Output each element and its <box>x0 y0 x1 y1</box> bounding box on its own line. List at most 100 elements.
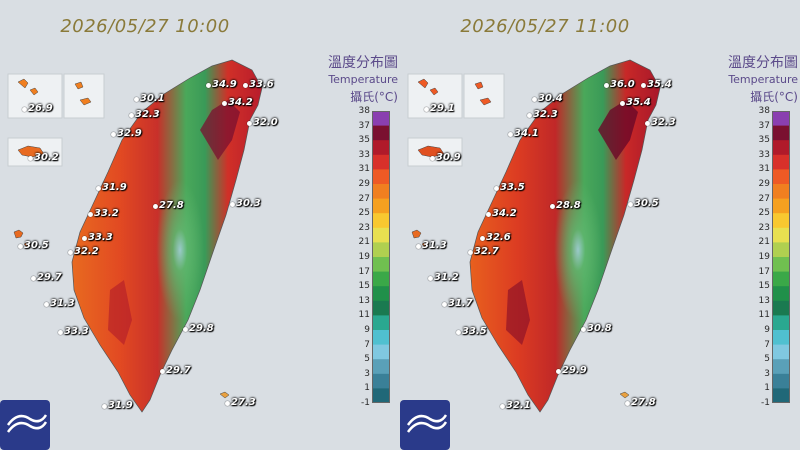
station-dot <box>18 244 23 249</box>
station-temperature-label: 35.4 <box>647 79 672 90</box>
color-bar-segment <box>372 271 390 287</box>
legend-title: 溫度分布圖 Temperature 攝氏(°C) <box>328 52 398 105</box>
color-bar-segment <box>372 154 390 170</box>
color-bar-tick-label: 23 <box>758 222 770 233</box>
color-bar-tick-label: 7 <box>364 339 370 350</box>
station-dot <box>111 132 116 137</box>
color-bar-tick-label: 38 <box>758 106 770 116</box>
color-bar-tick-label: 1 <box>764 383 770 394</box>
color-bar-segment <box>772 344 790 360</box>
color-bar-tick-label: 35 <box>358 135 370 146</box>
color-bar-segment <box>372 388 390 403</box>
color-bar-tick-label: 35 <box>758 135 770 146</box>
station-temperature-label: 26.9 <box>28 103 53 114</box>
color-bar-tick-label: -1 <box>761 398 770 408</box>
station-temperature-label: 27.3 <box>231 397 256 408</box>
station-dot <box>424 107 429 112</box>
station-temperature-label: 33.5 <box>462 326 487 337</box>
station-dot <box>31 276 36 281</box>
station-dot <box>225 401 230 406</box>
color-bar-segment <box>372 257 390 273</box>
station-dot <box>44 302 49 307</box>
inset-matsu <box>407 73 463 119</box>
station-temperature-label: 31.3 <box>422 240 447 251</box>
station-temperature-label: 31.9 <box>108 400 133 411</box>
inset-matsu-east <box>463 73 505 119</box>
station-dot <box>428 276 433 281</box>
station-temperature-label: 30.5 <box>24 240 49 251</box>
color-bar-segment <box>372 184 390 200</box>
color-bar-tick-label: 5 <box>764 354 770 365</box>
color-bar-tick-label: 17 <box>758 266 770 277</box>
station-dot <box>620 101 625 106</box>
color-bar-tick-label: 1 <box>364 383 370 394</box>
station-dot <box>527 113 532 118</box>
color-bar-segment <box>372 286 390 302</box>
station-temperature-label: 34.1 <box>514 128 539 139</box>
legend-unit: 攝氏(°C) <box>750 90 798 104</box>
color-bar-tick-label: 31 <box>758 164 770 175</box>
color-bar-segment <box>372 125 390 141</box>
station-dot <box>556 369 561 374</box>
color-bar-tick-label: 15 <box>758 281 770 292</box>
station-temperature-label: 33.6 <box>249 79 274 90</box>
station-dot <box>129 113 134 118</box>
color-bar-tick-label: 17 <box>358 266 370 277</box>
map-background <box>400 0 800 450</box>
color-bar-ticks: 38 37 35 33 31 29 27 25 23 21 19 17 15 13 11 9 7 5 3 1 -1 <box>740 106 770 408</box>
map-timestamp: 2026/05/27 11:00 <box>460 16 630 37</box>
station-dot <box>480 236 485 241</box>
color-bar-segment <box>372 373 390 389</box>
station-temperature-label: 32.6 <box>486 232 511 243</box>
color-bar-segment <box>372 140 390 156</box>
station-dot <box>68 250 73 255</box>
color-bar-tick-label: 27 <box>758 193 770 204</box>
station-temperature-label: 30.2 <box>34 152 59 163</box>
color-bar-segment <box>372 300 390 316</box>
color-bar-segment <box>772 300 790 316</box>
inset-matsu-east <box>63 73 105 119</box>
color-bar-tick-label: 15 <box>358 281 370 292</box>
color-bar-tick-label: 19 <box>358 252 370 262</box>
station-temperature-label: 33.2 <box>94 208 119 219</box>
color-bar <box>372 111 390 403</box>
station-temperature-label: 30.5 <box>634 198 659 209</box>
station-dot <box>230 202 235 207</box>
legend-unit: 攝氏(°C) <box>350 90 398 104</box>
station-temperature-label: 31.9 <box>102 182 127 193</box>
color-bar <box>772 111 790 403</box>
color-bar-tick-label: 3 <box>364 368 370 379</box>
station-temperature-label: 29.7 <box>166 365 191 376</box>
color-bar-tick-label: 11 <box>758 310 770 321</box>
color-bar-segment <box>372 315 390 331</box>
station-temperature-label: 32.3 <box>651 117 676 128</box>
station-dot <box>102 404 107 409</box>
station-dot <box>430 156 435 161</box>
color-bar-tick-label: 25 <box>358 208 370 219</box>
color-bar-tick-label: 23 <box>358 222 370 233</box>
station-temperature-label: 30.1 <box>140 93 165 104</box>
color-bar-segment <box>372 242 390 258</box>
station-temperature-label: 32.2 <box>74 246 99 257</box>
station-temperature-label: 32.3 <box>533 109 558 120</box>
station-dot <box>550 204 555 209</box>
color-bar-segment <box>772 198 790 214</box>
station-temperature-label: 32.1 <box>506 400 531 411</box>
color-bar-segment <box>772 154 790 170</box>
station-dot <box>58 330 63 335</box>
station-temperature-label: 32.0 <box>253 117 278 128</box>
station-temperature-label: 30.9 <box>436 152 461 163</box>
station-temperature-label: 33.5 <box>500 182 525 193</box>
color-bar-ticks: 38 37 35 33 31 29 27 25 23 21 19 17 15 13 11 9 7 5 3 1 -1 <box>340 106 370 408</box>
station-dot <box>82 236 87 241</box>
map-timestamp: 2026/05/27 10:00 <box>60 16 230 37</box>
color-bar-tick-label: 3 <box>764 368 770 379</box>
color-bar-segment <box>372 359 390 375</box>
color-bar-segment <box>772 271 790 287</box>
station-dot <box>22 107 27 112</box>
station-dot <box>96 186 101 191</box>
color-bar-tick-label: 9 <box>364 325 370 335</box>
station-temperature-label: 34.2 <box>492 208 517 219</box>
station-temperature-label: 33.3 <box>64 326 89 337</box>
color-bar-tick-label: -1 <box>361 398 370 408</box>
